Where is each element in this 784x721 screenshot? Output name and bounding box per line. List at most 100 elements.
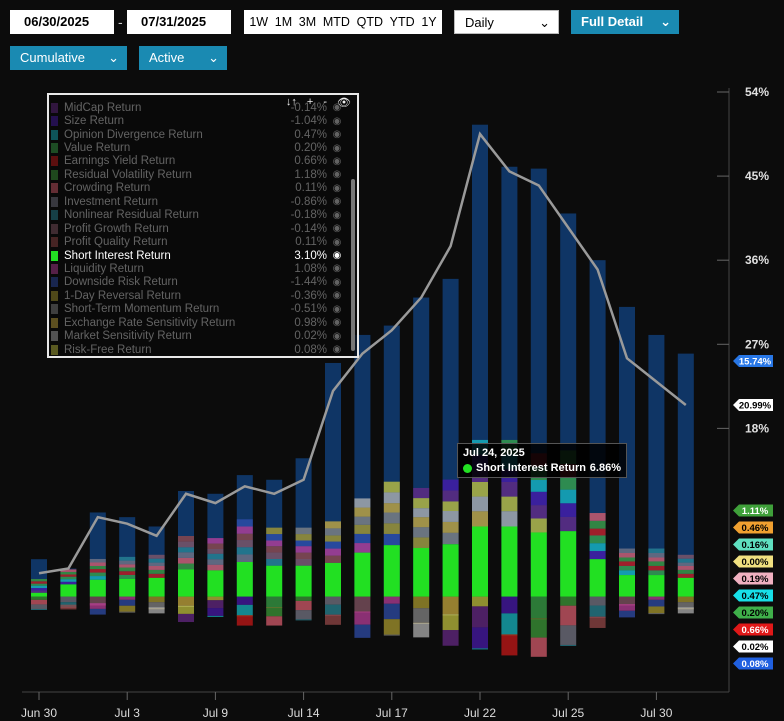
legend-swatch xyxy=(51,102,58,113)
eye-icon[interactable]: ◉ xyxy=(332,182,342,194)
value-label-text: 15.74% xyxy=(739,357,772,368)
legend-item[interactable]: Short-Term Momentum Return -0.51% ◉ xyxy=(49,303,347,316)
filter-select[interactable]: Active ⌄ xyxy=(139,46,227,70)
short-interest-bar[interactable] xyxy=(236,561,253,597)
factor-slice xyxy=(619,610,635,618)
legend-item[interactable]: Short Interest Return 3.10% ◉ xyxy=(49,249,347,262)
total-return-bar[interactable] xyxy=(677,353,694,597)
total-return-bar[interactable] xyxy=(619,306,635,597)
value-label-tag xyxy=(733,623,773,636)
range-button-mtd[interactable]: MTD xyxy=(322,15,350,29)
eye-icon[interactable]: ◉ xyxy=(332,169,342,181)
legend-item[interactable]: MidCap Return -0.14% ◉ xyxy=(49,101,347,114)
eye-icon[interactable]: ◉ xyxy=(332,236,342,248)
short-interest-bar[interactable] xyxy=(266,565,283,597)
eye-icon[interactable]: ◉ xyxy=(332,303,342,315)
sort-icon[interactable]: ↓↑ xyxy=(285,96,297,108)
short-interest-bar[interactable] xyxy=(589,559,606,597)
eye-icon[interactable]: ◉ xyxy=(332,317,342,329)
legend-scrollbar[interactable] xyxy=(351,179,355,351)
legend-swatch xyxy=(51,290,58,301)
range-button-1w[interactable]: 1W xyxy=(249,15,269,29)
end-date-input[interactable]: 07/31/2025 xyxy=(127,10,231,34)
legend-item[interactable]: Liquidity Return 1.08% ◉ xyxy=(49,262,347,275)
legend-item[interactable]: Investment Return -0.86% ◉ xyxy=(49,195,347,208)
factor-legend[interactable]: ↓↑ + - 👁 MidCap Return -0.14% ◉ Size Return… xyxy=(47,93,359,358)
total-return-bar[interactable] xyxy=(648,334,665,597)
total-return-bar[interactable] xyxy=(589,260,606,597)
short-interest-bar[interactable] xyxy=(383,545,400,597)
eye-icon[interactable]: ◉ xyxy=(332,129,342,141)
legend-item[interactable]: 1-Day Reversal Return -0.36% ◉ xyxy=(49,289,347,302)
legend-item[interactable]: Exchange Rate Sensitivity Return 0.98% ◉ xyxy=(49,316,347,329)
short-interest-bar[interactable] xyxy=(472,526,488,597)
eye-icon[interactable]: ◉ xyxy=(332,250,342,262)
return-attribution-chart[interactable]: 54% 45% 36% 27% 18% Jun 30 Jul 3 Jul 9 Jul 14 Jul… xyxy=(0,72,784,721)
start-date-input[interactable]: 06/30/2025 xyxy=(10,10,114,34)
short-interest-bar[interactable] xyxy=(325,562,341,597)
view-select[interactable]: Full Detail ⌄ xyxy=(571,10,679,34)
range-button-3m[interactable]: 3M xyxy=(298,15,317,29)
range-button-1y[interactable]: 1Y xyxy=(421,15,437,29)
legend-item[interactable]: Residual Volatility Return 1.18% ◉ xyxy=(49,168,347,181)
legend-item[interactable]: Nonlinear Residual Return -0.18% ◉ xyxy=(49,209,347,222)
eye-icon[interactable]: ◉ xyxy=(332,330,342,342)
eye-icon[interactable]: ◉ xyxy=(332,263,342,275)
legend-item[interactable]: Opinion Divergence Return 0.47% ◉ xyxy=(49,128,347,141)
short-interest-bar[interactable] xyxy=(648,575,665,597)
eye-icon[interactable]: ◉ xyxy=(332,115,342,127)
legend-item[interactable]: Earnings Yield Return 0.66% ◉ xyxy=(49,155,347,168)
mode-select[interactable]: Cumulative ⌄ xyxy=(10,46,127,70)
short-interest-bar[interactable] xyxy=(295,565,312,597)
legend-item[interactable]: Market Sensitivity Return 0.02% ◉ xyxy=(49,329,347,342)
short-interest-bar[interactable] xyxy=(31,592,47,597)
eye-icon[interactable]: ◉ xyxy=(332,290,342,302)
eye-icon[interactable]: ◉ xyxy=(332,196,342,208)
short-interest-bar[interactable] xyxy=(354,552,371,597)
legend-item[interactable]: Profit Growth Return -0.14% ◉ xyxy=(49,222,347,235)
eye-icon[interactable]: ◉ xyxy=(332,102,342,114)
short-interest-bar[interactable] xyxy=(178,569,194,597)
short-interest-bar[interactable] xyxy=(89,579,106,597)
active-return-line[interactable] xyxy=(38,131,687,575)
eye-icon[interactable]: ◉ xyxy=(332,155,342,167)
legend-item[interactable]: Size Return -1.04% ◉ xyxy=(49,114,347,127)
short-interest-bar[interactable] xyxy=(501,526,518,597)
short-interest-bar[interactable] xyxy=(207,570,224,597)
value-label-text: 0.66% xyxy=(742,625,769,636)
legend-item[interactable]: Crowding Return 0.11% ◉ xyxy=(49,182,347,195)
short-interest-bar[interactable] xyxy=(119,578,136,597)
factor-slice xyxy=(236,604,253,616)
value-label: 20.99% xyxy=(733,399,773,412)
eye-icon[interactable]: ◉ xyxy=(332,223,342,235)
value-label-text: 0.19% xyxy=(742,574,769,585)
legend-item[interactable]: Value Return 0.20% ◉ xyxy=(49,141,347,154)
legend-item-value: 0.66% xyxy=(294,155,327,168)
short-interest-bar[interactable] xyxy=(530,532,547,597)
eye-icon[interactable]: ◉ xyxy=(332,209,342,221)
short-interest-bar[interactable] xyxy=(60,584,77,597)
factor-slice xyxy=(413,517,430,528)
range-button-qtd[interactable]: QTD xyxy=(356,15,383,29)
collapse-icon[interactable]: - xyxy=(323,96,328,108)
factor-slice xyxy=(31,578,47,582)
expand-icon[interactable]: + xyxy=(306,96,314,108)
short-interest-bar[interactable] xyxy=(619,575,635,597)
eye-icon[interactable]: 👁 xyxy=(337,97,351,109)
range-button-1m[interactable]: 1M xyxy=(274,15,293,29)
frequency-select[interactable]: Daily ⌄ xyxy=(454,10,559,34)
short-interest-bar[interactable] xyxy=(148,577,165,597)
factor-slice xyxy=(236,519,253,527)
short-interest-bar[interactable] xyxy=(677,577,694,597)
eye-icon[interactable]: ◉ xyxy=(332,344,342,356)
short-interest-bar[interactable] xyxy=(560,531,577,597)
eye-icon[interactable]: ◉ xyxy=(332,142,342,154)
range-button-ytd[interactable]: YTD xyxy=(389,15,415,29)
short-interest-bar[interactable] xyxy=(442,544,459,597)
factor-slice xyxy=(207,559,224,565)
short-interest-bar[interactable] xyxy=(413,547,430,597)
legend-item[interactable]: Downside Risk Return -1.44% ◉ xyxy=(49,276,347,289)
legend-item[interactable]: Profit Quality Return 0.11% ◉ xyxy=(49,235,347,248)
eye-icon[interactable]: ◉ xyxy=(332,276,342,288)
legend-item[interactable]: Risk-Free Return 0.08% ◉ xyxy=(49,343,347,356)
